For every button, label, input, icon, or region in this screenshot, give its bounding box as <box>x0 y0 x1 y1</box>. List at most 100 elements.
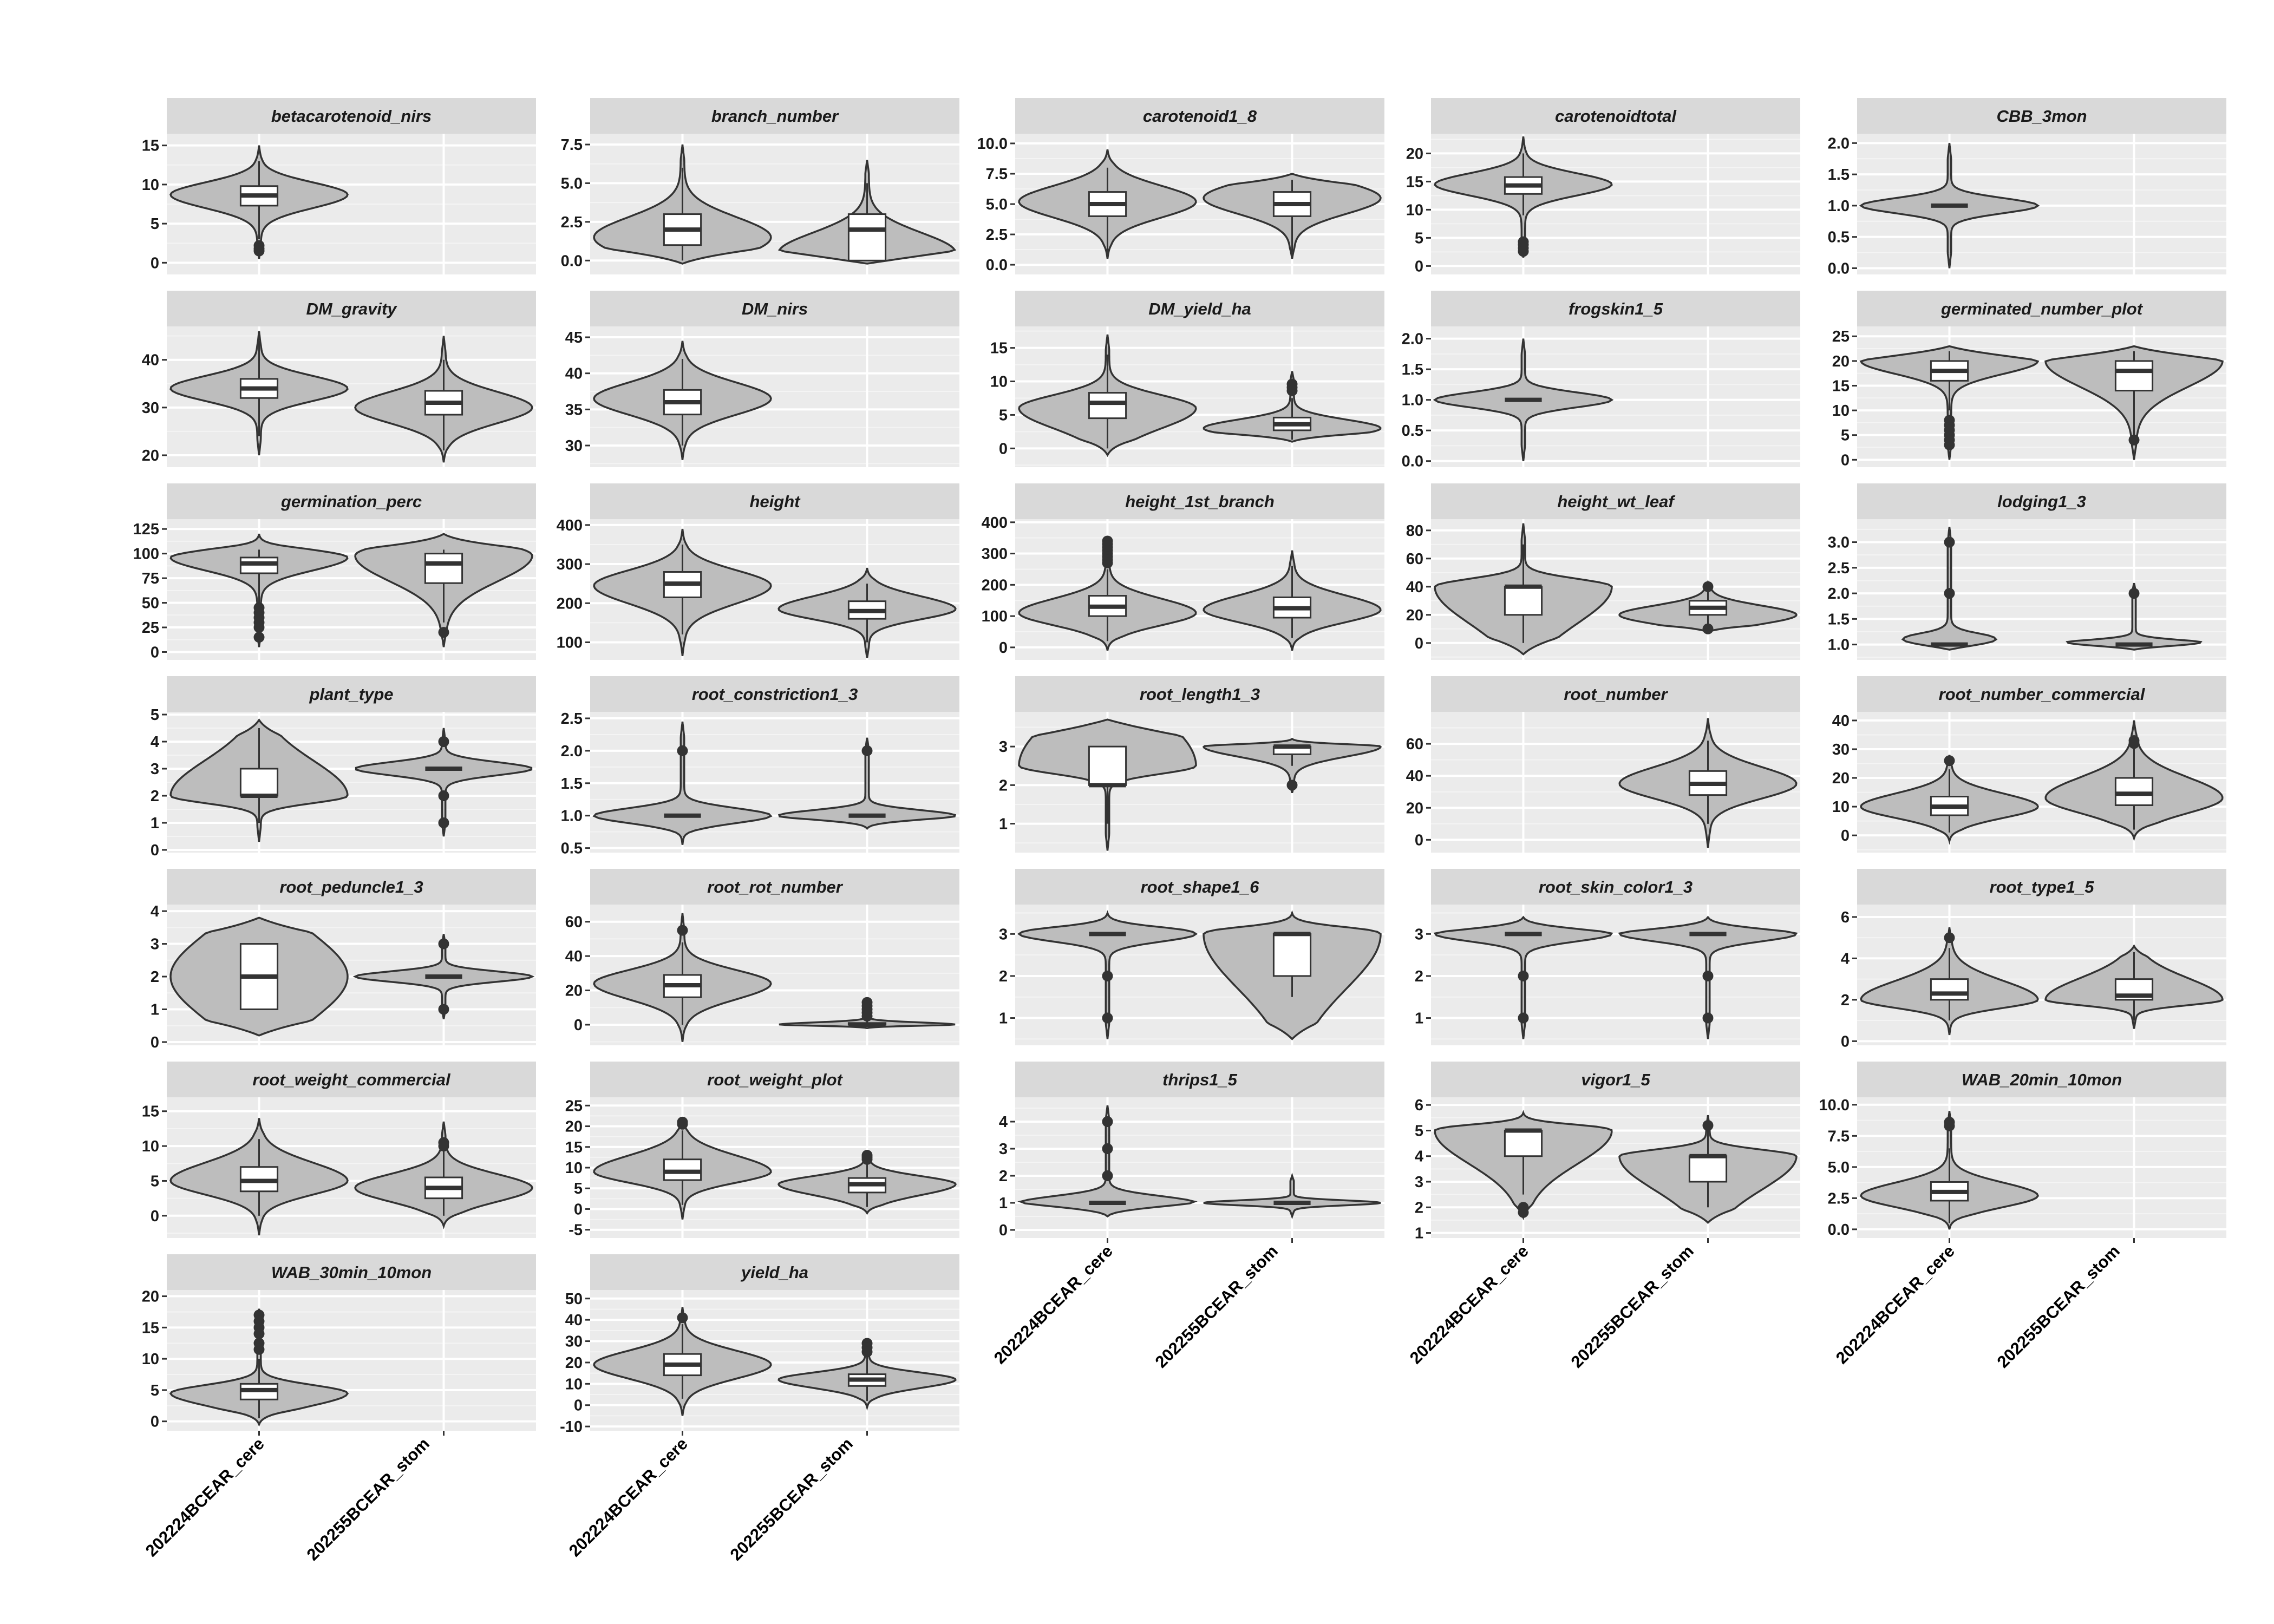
y-tick-label: 3 <box>1415 1174 1423 1191</box>
y-tick-label: 40 <box>1406 768 1423 785</box>
y-tick-label: 1 <box>151 1001 159 1018</box>
outlier-point <box>1702 1012 1714 1024</box>
facet-strip-label: thrips1_5 <box>1162 1070 1238 1089</box>
facet-strip <box>167 98 536 134</box>
box-iqr <box>239 768 279 797</box>
y-tick-label: 1.5 <box>1828 611 1850 628</box>
y-tick-label: 40 <box>142 352 159 369</box>
facet-strip-label: yield_ha <box>740 1263 808 1282</box>
box-iqr <box>424 553 463 584</box>
y-tick-label: 5 <box>151 215 159 233</box>
y-tick-label: 0 <box>151 1208 159 1225</box>
facet-strip <box>590 676 959 712</box>
facet-height: height 100 200 300 400 <box>557 483 959 660</box>
panel-background <box>1015 519 1384 660</box>
y-tick-label: 0.5 <box>1402 422 1423 440</box>
y-tick-label: 4 <box>151 903 159 920</box>
y-tick-label: 0.0 <box>1828 1221 1850 1239</box>
y-tick-label: 0 <box>1415 635 1423 652</box>
outlier-point <box>1102 970 1113 981</box>
y-tick-label: 2.5 <box>561 710 583 728</box>
y-tick-label: 20 <box>1406 800 1423 817</box>
y-tick-label: 0 <box>1841 1033 1850 1050</box>
y-tick-label: 2.0 <box>561 743 583 760</box>
y-tick-label: 10 <box>142 176 159 194</box>
y-tick-label: 40 <box>1406 579 1423 596</box>
y-tick-label: 5 <box>151 706 159 724</box>
outlier-point <box>1944 536 1955 548</box>
facet-strip-label: root_type1_5 <box>1990 878 2095 896</box>
outlier-point <box>1518 1207 1529 1218</box>
facet-strip <box>167 291 536 326</box>
facet-strip-label: root_number_commercial <box>1939 685 2146 704</box>
facet-strip-label: root_number <box>1564 685 1668 704</box>
y-tick-label: 60 <box>565 914 583 931</box>
y-tick-label: 0.5 <box>561 840 583 857</box>
y-tick-label: 6 <box>1841 909 1850 926</box>
y-tick-label: 0 <box>1841 827 1850 844</box>
y-tick-label: 15 <box>142 1319 159 1337</box>
facet-germination_perc: germination_perc 0 25 50 75 100 125 <box>133 483 536 661</box>
y-tick-label: 2 <box>1841 992 1850 1009</box>
violin-shape <box>2066 582 2203 651</box>
y-tick-label: 1 <box>151 815 159 832</box>
facet-strip-label: height <box>750 492 801 511</box>
facet-strip <box>1431 676 1800 712</box>
y-tick-label: 1 <box>1415 1225 1423 1242</box>
outlier-point <box>253 622 265 633</box>
outlier-point <box>438 938 449 949</box>
outlier-point <box>1702 623 1714 634</box>
y-tick-label: 25 <box>565 1097 583 1115</box>
outlier-point <box>253 1328 265 1339</box>
y-tick-label: 15 <box>142 137 159 155</box>
y-tick-label: 0 <box>574 1201 583 1218</box>
facet-betacarotenoid_nirs: betacarotenoid_nirs 0 5 10 15 <box>142 98 536 274</box>
y-tick-label: 2.5 <box>1828 1190 1850 1207</box>
y-tick-label: 400 <box>557 517 583 534</box>
outlier-point <box>861 745 873 756</box>
outlier-point <box>1518 970 1529 981</box>
facet-DM_gravity: DM_gravity 20 30 40 <box>142 291 536 467</box>
facet-strip-label: frogskin1_5 <box>1569 299 1663 318</box>
y-tick-label: 7.5 <box>561 136 583 154</box>
facet-strip <box>1431 98 1800 134</box>
y-tick-label: 4 <box>151 734 159 751</box>
y-tick-label: 6 <box>1415 1097 1423 1114</box>
outlier-point <box>861 1154 873 1165</box>
y-tick-label: 3 <box>999 1141 1008 1158</box>
box-iqr <box>1930 978 1969 1001</box>
facet-strip-label: betacarotenoid_nirs <box>271 107 432 126</box>
y-tick-label: 1.5 <box>1828 166 1850 184</box>
y-tick-label: 100 <box>557 634 583 652</box>
y-tick-label: 5.0 <box>561 175 583 192</box>
outlier-point <box>677 1312 688 1324</box>
y-tick-label: 1.5 <box>1402 361 1423 378</box>
y-tick-label: 1.0 <box>1828 637 1850 654</box>
y-tick-label: 2.0 <box>1828 585 1850 603</box>
y-tick-label: 300 <box>982 546 1008 563</box>
y-tick-label: 10.0 <box>1819 1097 1850 1114</box>
y-tick-label: 2 <box>999 777 1008 794</box>
y-tick-label: 0 <box>151 842 159 859</box>
box-iqr <box>1504 586 1543 616</box>
outlier-point <box>253 245 265 257</box>
facet-strip <box>590 869 959 905</box>
box-iqr <box>1272 933 1312 977</box>
facet-DM_yield_ha: DM_yield_ha 0 5 10 15 <box>990 291 1384 467</box>
y-tick-label: 200 <box>557 595 583 612</box>
facet-strip-label: WAB_20min_10mon <box>1962 1070 2122 1089</box>
y-tick-label: 20 <box>1832 353 1850 370</box>
facet-strip-label: branch_number <box>711 107 839 126</box>
facet-strip-label: germinated_number_plot <box>1940 299 2144 318</box>
y-tick-label: 45 <box>565 329 583 346</box>
y-tick-label: 0 <box>999 639 1008 657</box>
facet-strip <box>590 98 959 134</box>
y-tick-label: 40 <box>565 365 583 383</box>
y-tick-label: -5 <box>568 1222 583 1239</box>
facet-strip-label: germination_perc <box>280 492 422 511</box>
y-tick-label: 10 <box>990 374 1008 391</box>
violin-shape <box>1202 737 1382 794</box>
facet-height_wt_leaf: height_wt_leaf 0 20 40 60 80 <box>1406 483 1800 660</box>
outlier-point <box>438 627 449 638</box>
outlier-point <box>438 817 449 828</box>
